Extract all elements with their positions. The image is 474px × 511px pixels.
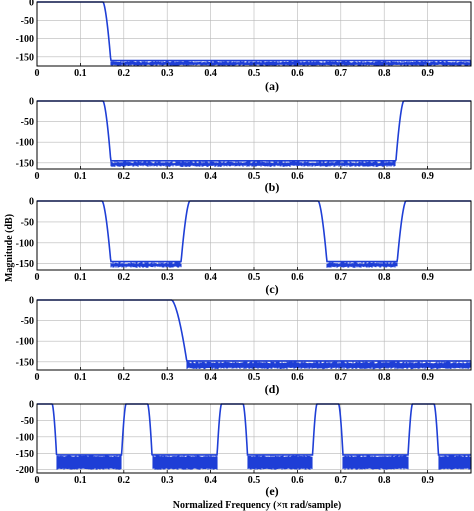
- subplot-a: 0 0.1 0.2 0.3 0.4 0.5 0.6 0.7 0.8 0.9 0 -50 -100 -150…: [16, 0, 472, 93]
- subplot-label: (a): [265, 79, 279, 93]
- y-axis-label: Magnitude (dB): [4, 214, 15, 282]
- y-tick-label: -150: [16, 52, 34, 63]
- y-tick-label: -100: [16, 238, 34, 249]
- x-tick-label: 0.7: [335, 171, 348, 182]
- subplot-label: (d): [265, 382, 280, 396]
- x-tick-label: 0: [35, 68, 40, 79]
- x-tick-label: 0.3: [161, 171, 174, 182]
- x-tick-label: 0.4: [204, 68, 217, 79]
- x-tick-label: 0.7: [335, 372, 348, 383]
- subplot-label: (c): [265, 282, 278, 296]
- x-tick-label: 0.3: [161, 272, 174, 283]
- x-tick-label: 0.2: [118, 372, 131, 383]
- x-tick-label: 0.6: [291, 68, 304, 79]
- x-tick-label: 0: [35, 372, 40, 383]
- x-tick-label: 0.8: [378, 475, 391, 486]
- subplot-label: (b): [265, 180, 280, 194]
- x-tick-label: 0.4: [204, 372, 217, 383]
- y-tick-label: 0: [29, 0, 34, 9]
- x-tick-label: 0.9: [421, 475, 434, 486]
- magnitude-response-line: [37, 100, 471, 162]
- x-tick-label: 0.4: [204, 171, 217, 182]
- y-tick-label: -150: [16, 259, 34, 270]
- x-tick-label: 0.9: [421, 272, 434, 283]
- x-tick-label: 0.1: [74, 272, 87, 283]
- x-tick-label: 0.1: [74, 171, 87, 182]
- x-tick-label: 0.6: [291, 171, 304, 182]
- x-tick-label: 0.8: [378, 171, 391, 182]
- x-tick-label: 0.6: [291, 475, 304, 486]
- y-tick-label: -150: [16, 449, 34, 460]
- subplot-e: 0 0.1 0.2 0.3 0.4 0.5 0.6 0.7 0.8 0.9 0 -50 -100 -150…: [16, 400, 472, 498]
- y-tick-label: -50: [21, 416, 34, 427]
- x-tick-label: 0.5: [248, 171, 261, 182]
- y-tick-label: 0: [29, 197, 34, 208]
- x-tick-label: 0.6: [291, 272, 304, 283]
- x-tick-label: 0.7: [335, 272, 348, 283]
- x-tick-label: 0.3: [161, 372, 174, 383]
- x-tick-label: 0.5: [248, 272, 261, 283]
- x-tick-label: 0.5: [248, 372, 261, 383]
- x-axis-label: Normalized Frequency (×π rad/sample): [173, 500, 341, 511]
- y-tick-label: -100: [16, 138, 34, 149]
- subplot-c: 0 0.1 0.2 0.3 0.4 0.5 0.6 0.7 0.8 0.9 0 -50 -100 -150…: [16, 197, 472, 296]
- subplot-label: (e): [265, 484, 278, 498]
- y-tick-label: -100: [16, 34, 34, 45]
- y-tick-label: 0: [29, 296, 34, 307]
- y-tick-label: -150: [16, 158, 34, 169]
- stopband-ripple: [186, 360, 472, 370]
- x-tick-label: 0.9: [421, 372, 434, 383]
- y-tick-label: -100: [16, 337, 34, 348]
- stopband-ripple: [110, 160, 396, 167]
- y-tick-label: 0: [29, 400, 34, 411]
- y-tick-label: -50: [21, 217, 34, 228]
- y-tick-label: -150: [16, 357, 34, 368]
- y-tick-label: -50: [21, 117, 34, 128]
- x-tick-label: 0.4: [204, 475, 217, 486]
- y-tick-label: -100: [16, 432, 34, 443]
- x-tick-label: 0: [35, 272, 40, 283]
- subplot-b: 0 0.1 0.2 0.3 0.4 0.5 0.6 0.7 0.8 0.9 0 -50 -100 -150…: [16, 97, 472, 194]
- x-tick-label: 0.7: [335, 475, 348, 486]
- x-tick-label: 0.9: [421, 171, 434, 182]
- x-tick-label: 0.3: [161, 475, 174, 486]
- x-tick-label: 0.2: [118, 171, 131, 182]
- x-tick-label: 0.3: [161, 68, 174, 79]
- x-tick-label: 0: [35, 475, 40, 486]
- y-tick-label: -50: [21, 316, 34, 327]
- magnitude-response-line: [37, 403, 471, 456]
- x-tick-label: 0.2: [118, 68, 131, 79]
- x-tick-label: 0.6: [291, 372, 304, 383]
- x-tick-label: 0.8: [378, 68, 391, 79]
- x-tick-label: 0.4: [204, 272, 217, 283]
- x-tick-label: 0.7: [335, 68, 348, 79]
- stopband-ripple: [110, 60, 472, 66]
- x-tick-label: 0.5: [248, 68, 261, 79]
- x-tick-label: 0.1: [74, 68, 87, 79]
- x-tick-label: 0.8: [378, 272, 391, 283]
- x-tick-label: 0.1: [74, 372, 87, 383]
- magnitude-response-line: [37, 1, 471, 62]
- y-tick-label: -200: [16, 465, 34, 476]
- x-tick-label: 0.9: [421, 68, 434, 79]
- x-tick-label: 0.5: [248, 475, 261, 486]
- y-tick-label: -50: [21, 16, 34, 27]
- y-tick-label: 0: [29, 97, 34, 108]
- subplots: 0 0.1 0.2 0.3 0.4 0.5 0.6 0.7 0.8 0.9 0 -50 -100 -150…: [16, 0, 472, 498]
- x-tick-label: 0.2: [118, 272, 131, 283]
- x-tick-label: 0.8: [378, 372, 391, 383]
- subplot-d: 0 0.1 0.2 0.3 0.4 0.5 0.6 0.7 0.8 0.9 0 -50 -100 -150…: [16, 296, 472, 396]
- x-tick-label: 0.1: [74, 475, 87, 486]
- x-tick-label: 0.2: [118, 475, 131, 486]
- x-tick-label: 0: [35, 171, 40, 182]
- stopband-ripple: [110, 261, 398, 268]
